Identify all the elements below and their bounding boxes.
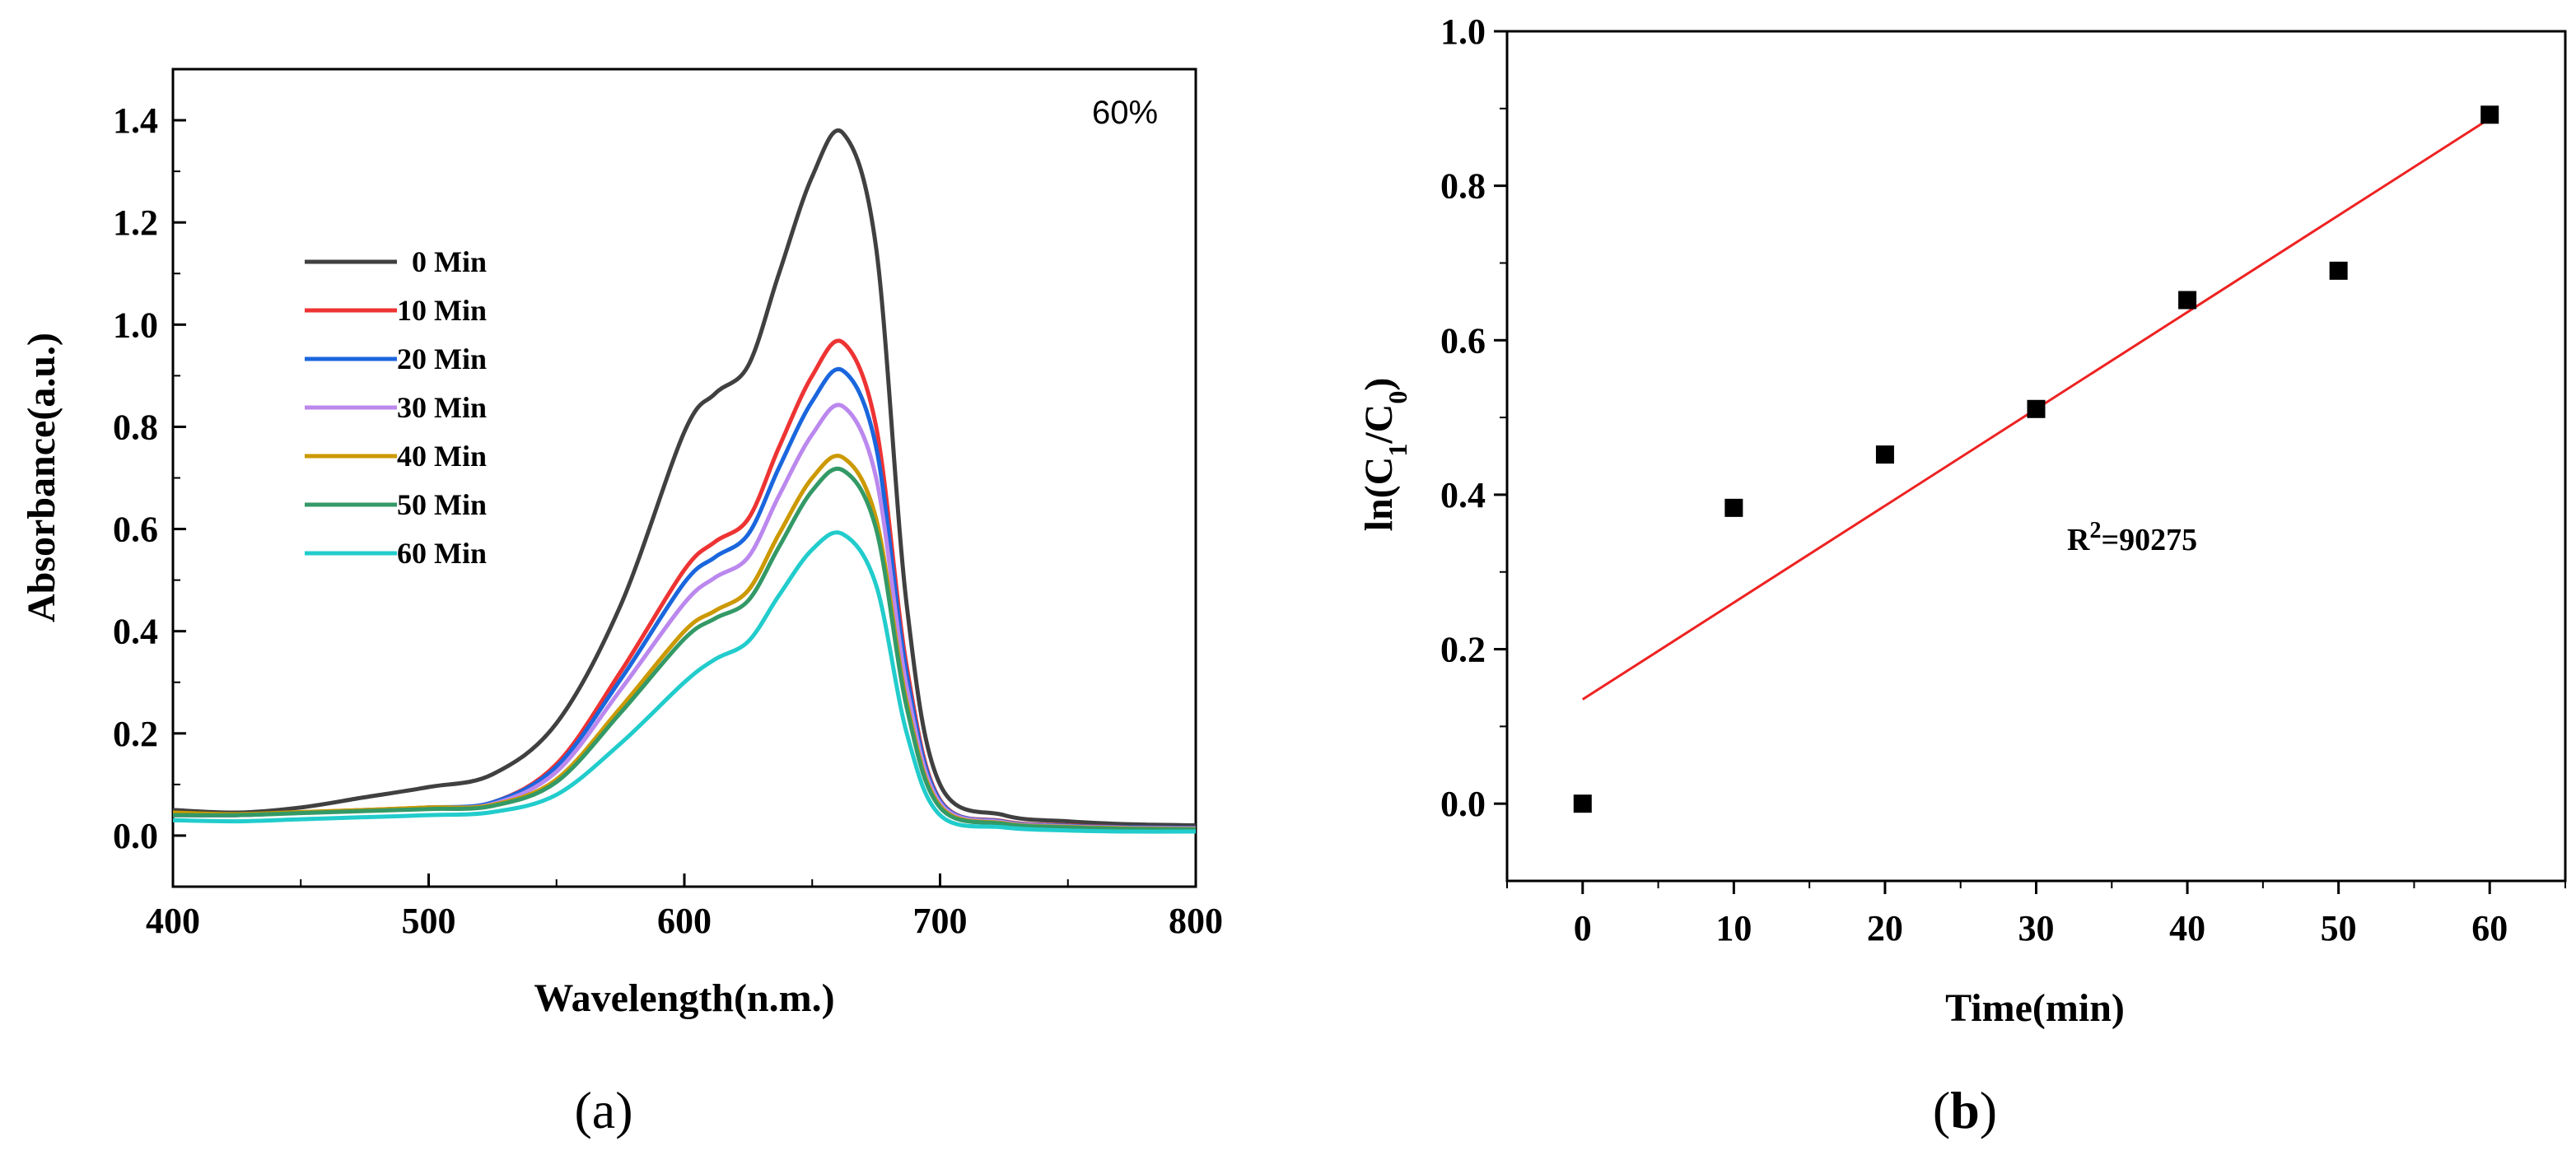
data-point-1	[1724, 498, 1743, 517]
y-axis-title-b: ln(C1/C0)	[1357, 378, 1412, 532]
x-tick-label-b: 40	[2169, 908, 2205, 948]
data-point-4	[2178, 291, 2197, 310]
series-lines-a	[172, 128, 1197, 834]
x-tick-label-a: 800	[1169, 901, 1223, 941]
y-tick-label-b: 0.6	[1440, 320, 1486, 361]
data-point-3	[2027, 399, 2046, 418]
x-tick-label-b: 10	[1715, 908, 1752, 948]
y-tick-label-a: 1.4	[113, 100, 158, 141]
legend-a: 0 Min 10 Min 20 Min 30 Min 40 Min 50 Min 60 Mi…	[305, 245, 487, 570]
y-axis-title-a: Absorbance(a.u.)	[20, 333, 63, 622]
x-tick-label-a: 700	[913, 901, 968, 941]
legend-label-5: 50 Min	[397, 488, 487, 521]
x-tick-label-a: 500	[402, 901, 456, 941]
y-tick-label-a: 0.4	[113, 612, 158, 652]
plot-frame-b	[1505, 30, 2567, 883]
y-tick-label-b: 1.0	[1440, 12, 1486, 52]
points-b	[1573, 105, 2499, 813]
y-tick-label-a: 1.2	[113, 203, 158, 243]
y-tick-label-b: 0.0	[1440, 784, 1486, 824]
chart-b: 0 10 20 30 40 50 60 0.0 0.2 0.4 0.6 0.8 1.0 R2=90275…	[1357, 12, 2567, 1139]
plot-frame-a	[171, 68, 1197, 888]
y-tick-label-a: 0.8	[113, 407, 158, 447]
series-line-4	[172, 454, 1197, 832]
data-point-5	[2329, 261, 2348, 280]
legend-label-0: 0 Min	[412, 245, 487, 278]
x-tick-label-a: 600	[657, 901, 712, 941]
series-line-3	[172, 403, 1197, 831]
series-line-6	[172, 530, 1197, 834]
y-tick-label-a: 0.6	[113, 510, 158, 550]
legend-label-3: 30 Min	[397, 391, 487, 424]
legend-label-4: 40 Min	[397, 440, 487, 473]
x-tick-label-b: 50	[2321, 908, 2357, 948]
x-tick-label-b: 20	[1867, 908, 1903, 948]
series-line-2	[172, 366, 1197, 831]
x-tick-label-a: 400	[146, 901, 200, 941]
x-axis-title-b: Time(min)	[1945, 986, 2125, 1030]
data-point-2	[1875, 445, 1894, 464]
y-tick-label-b: 0.8	[1440, 166, 1486, 207]
series-line-5	[172, 466, 1197, 832]
chart-a: 400 500 600 700 8000.00.20.40.60.81.01.21.4 …	[20, 68, 1223, 1139]
data-point-0	[1573, 794, 1592, 813]
data-point-6	[2480, 105, 2499, 124]
x-tick-label-b: 60	[2471, 908, 2508, 948]
y-tick-label-b: 0.2	[1440, 630, 1486, 670]
x-tick-label-b: 30	[2018, 908, 2055, 948]
ticks-b: 0 10 20 30 40 50 60 0.0 0.2 0.4 0.6 0.8 1.0	[1440, 12, 2566, 948]
legend-label-2: 20 Min	[397, 342, 487, 375]
y-tick-label-a: 0.0	[113, 816, 158, 856]
panel-label-b: (b)	[1933, 1081, 1997, 1139]
y-tick-label-b: 0.4	[1440, 475, 1486, 515]
series-line-0	[172, 128, 1197, 827]
panel-label-a: (a)	[574, 1081, 632, 1139]
r-squared-annotation: R2=90275	[2067, 518, 2197, 558]
y-tick-label-a: 1.0	[113, 305, 158, 345]
ticks-a: 400 500 600 700 800 0.0 0.2 0.4 0.6 0.8 1.0 1.2 1.4	[113, 68, 1223, 941]
x-tick-label-b: 0	[1574, 908, 1592, 948]
legend-label-1: 10 Min	[397, 294, 487, 327]
annotation-60-percent: 60%	[1092, 95, 1158, 131]
y-tick-label-a: 0.2	[113, 714, 158, 754]
legend-label-6: 60 Min	[397, 537, 487, 570]
x-axis-title-a: Wavelength(n.m.)	[534, 976, 834, 1020]
